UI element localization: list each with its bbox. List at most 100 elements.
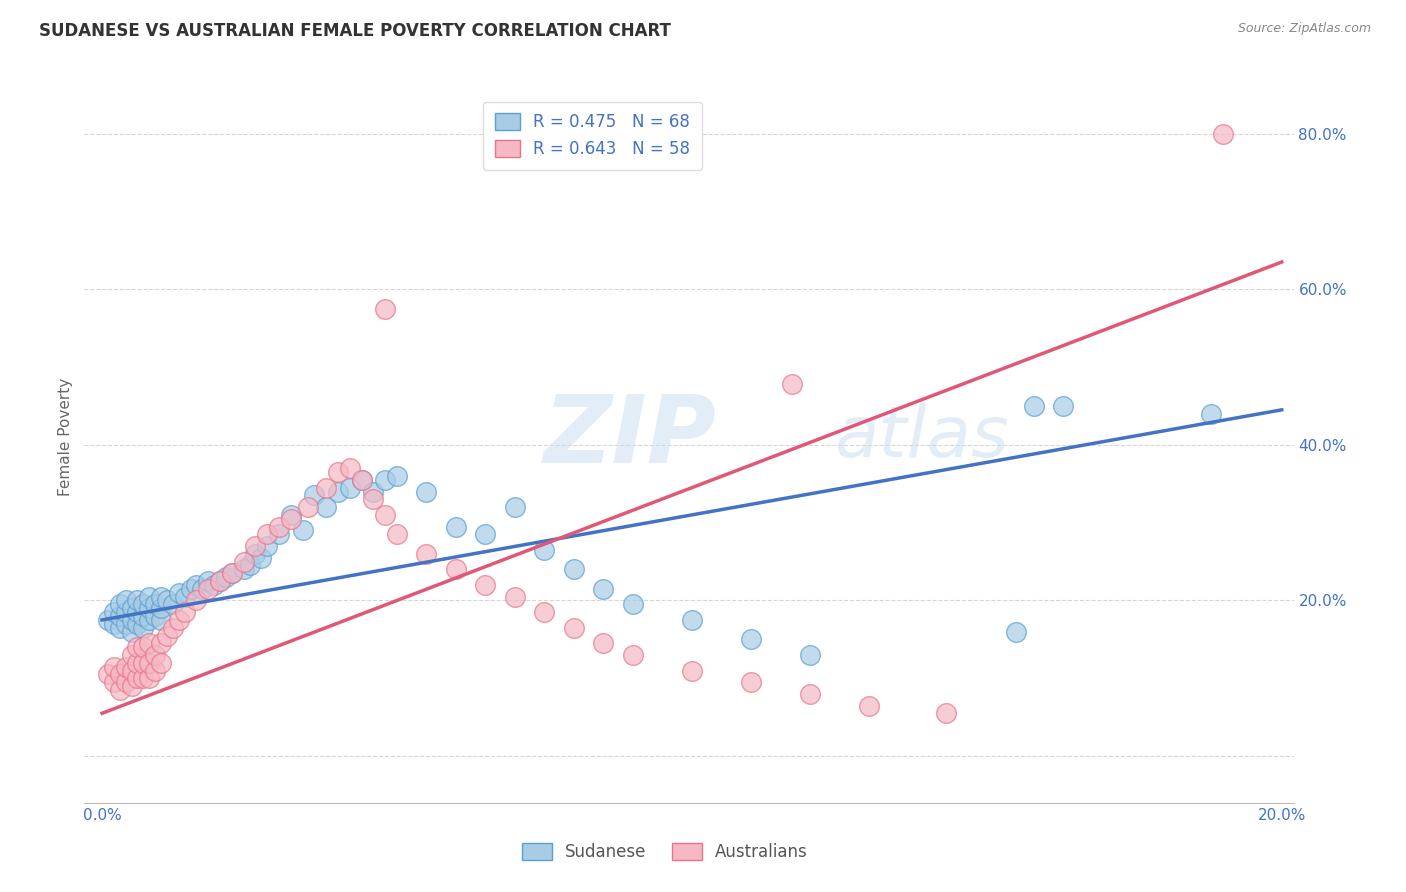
- Point: [173, 590, 195, 604]
- Point: [108, 598, 131, 612]
- Point: [740, 632, 762, 647]
- Point: [103, 675, 125, 690]
- Point: [132, 656, 155, 670]
- Point: [621, 648, 644, 662]
- Point: [533, 542, 555, 557]
- Point: [103, 616, 125, 631]
- Point: [562, 562, 585, 576]
- Point: [215, 570, 238, 584]
- Point: [121, 601, 143, 615]
- Text: SUDANESE VS AUSTRALIAN FEMALE POVERTY CORRELATION CHART: SUDANESE VS AUSTRALIAN FEMALE POVERTY CO…: [39, 22, 671, 40]
- Point: [280, 508, 302, 522]
- Point: [1212, 127, 1234, 141]
- Point: [280, 512, 302, 526]
- Point: [256, 539, 278, 553]
- Point: [350, 473, 373, 487]
- Point: [132, 609, 155, 624]
- Point: [350, 473, 373, 487]
- Point: [208, 574, 231, 588]
- Point: [202, 578, 225, 592]
- Point: [127, 640, 149, 655]
- Point: [108, 609, 131, 624]
- Point: [1022, 399, 1045, 413]
- Point: [150, 601, 173, 615]
- Point: [180, 582, 202, 596]
- Point: [267, 527, 290, 541]
- Point: [97, 613, 120, 627]
- Point: [250, 550, 273, 565]
- Point: [799, 648, 821, 662]
- Point: [374, 508, 396, 522]
- Point: [114, 605, 136, 619]
- Point: [121, 679, 143, 693]
- Point: [132, 598, 155, 612]
- Point: [562, 621, 585, 635]
- Point: [108, 621, 131, 635]
- Point: [374, 473, 396, 487]
- Point: [197, 582, 219, 596]
- Point: [121, 624, 143, 639]
- Point: [121, 664, 143, 678]
- Text: Source: ZipAtlas.com: Source: ZipAtlas.com: [1237, 22, 1371, 36]
- Point: [197, 574, 219, 588]
- Point: [143, 598, 166, 612]
- Point: [186, 578, 208, 592]
- Point: [245, 539, 267, 553]
- Y-axis label: Female Poverty: Female Poverty: [58, 378, 73, 496]
- Point: [315, 481, 337, 495]
- Point: [1005, 624, 1028, 639]
- Point: [592, 582, 614, 596]
- Point: [127, 605, 149, 619]
- Point: [780, 377, 803, 392]
- Point: [363, 492, 385, 507]
- Point: [143, 609, 166, 624]
- Point: [315, 500, 337, 515]
- Point: [121, 648, 143, 662]
- Point: [127, 616, 149, 631]
- Text: ZIP: ZIP: [544, 391, 717, 483]
- Point: [592, 636, 614, 650]
- Point: [114, 593, 136, 607]
- Point: [127, 656, 149, 670]
- Point: [681, 664, 703, 678]
- Point: [444, 519, 467, 533]
- Point: [297, 500, 319, 515]
- Point: [127, 671, 149, 685]
- Point: [339, 481, 361, 495]
- Point: [799, 687, 821, 701]
- Point: [132, 671, 155, 685]
- Point: [740, 675, 762, 690]
- Point: [150, 636, 173, 650]
- Point: [474, 578, 496, 592]
- Point: [304, 488, 326, 502]
- Point: [1199, 407, 1222, 421]
- Point: [103, 605, 125, 619]
- Point: [221, 566, 243, 581]
- Point: [267, 519, 290, 533]
- Point: [374, 301, 396, 316]
- Point: [143, 648, 166, 662]
- Point: [150, 613, 173, 627]
- Point: [232, 555, 254, 569]
- Point: [363, 484, 385, 499]
- Point: [114, 659, 136, 673]
- Point: [162, 621, 184, 635]
- Point: [138, 601, 160, 615]
- Point: [245, 547, 267, 561]
- Point: [191, 582, 214, 596]
- Point: [934, 706, 956, 721]
- Point: [326, 465, 349, 479]
- Point: [127, 593, 149, 607]
- Point: [156, 628, 179, 642]
- Point: [186, 593, 208, 607]
- Point: [415, 547, 437, 561]
- Point: [385, 527, 408, 541]
- Point: [138, 613, 160, 627]
- Point: [132, 640, 155, 655]
- Point: [326, 484, 349, 499]
- Point: [156, 593, 179, 607]
- Point: [167, 585, 190, 599]
- Point: [474, 527, 496, 541]
- Point: [621, 598, 644, 612]
- Point: [167, 613, 190, 627]
